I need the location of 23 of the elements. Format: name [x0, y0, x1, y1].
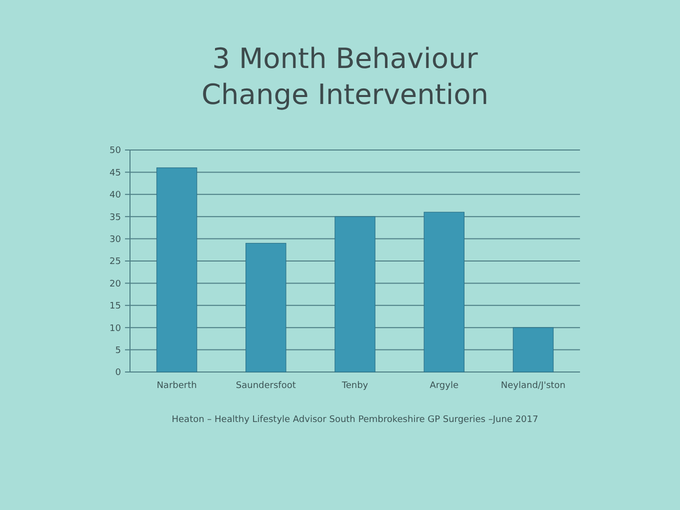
y-tick-label: 40	[110, 190, 122, 201]
y-tick-label: 50	[110, 146, 122, 156]
y-tick-label: 10	[110, 324, 122, 334]
bar	[156, 167, 198, 372]
y-tick-label: 35	[110, 212, 121, 223]
bar	[246, 242, 286, 372]
y-tick-label: 30	[110, 234, 122, 245]
text: Heaton – Healthy Lifestyle Advisor South Pembrokeshire GP Surgeries –June 2017	[172, 415, 538, 425]
y-tick-label: 20	[110, 279, 122, 290]
y-tick-label: 15	[110, 302, 121, 312]
y-tick-label: 0	[115, 368, 122, 378]
chart-title: 3 Month Behaviour Change Intervention	[202, 42, 488, 111]
bar	[512, 327, 554, 372]
y-tick-label: 25	[110, 257, 121, 268]
bar	[334, 216, 376, 372]
x-tick-label: Neyland/J'ston	[500, 381, 566, 391]
bar	[424, 212, 464, 372]
x-tick-label: Narberth	[156, 381, 197, 391]
x-tick-label: Argyle	[430, 381, 459, 391]
x-tick-label: Saundersfoot	[236, 381, 296, 391]
y-tick-label: 5	[115, 346, 121, 356]
y-tick-label: 45	[110, 168, 121, 178]
x-tick-label: Tenby	[340, 381, 369, 391]
